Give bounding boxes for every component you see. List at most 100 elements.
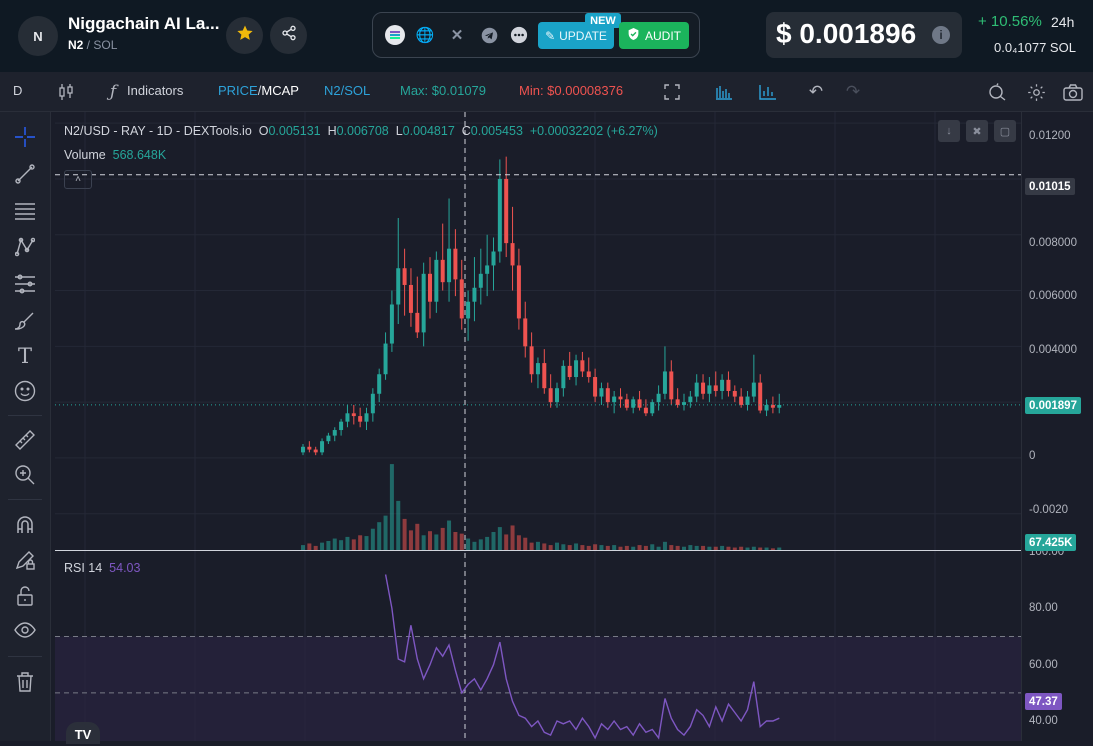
volume-bar [555,542,559,550]
magic-search-icon[interactable] [986,81,1008,103]
candle-body [656,393,661,403]
text-tool-icon[interactable]: T [17,344,32,368]
volume-bar [364,536,369,550]
price-chart-svg[interactable] [55,112,1021,746]
candle-body [307,446,312,450]
candle-body [485,265,490,274]
indicators-button[interactable]: Indicators [127,83,184,98]
max-price-label: Max: $0.01079 [400,83,487,98]
volume-bar [707,546,712,550]
volume-bar [739,546,744,550]
chevron-up-icon: ˄ [75,174,81,185]
unlock-icon[interactable] [12,583,38,609]
candle-body [428,273,432,302]
bars-chart-icon[interactable] [713,81,735,103]
volume-bar [358,535,363,550]
update-button[interactable]: ✎ UPDATE [538,22,614,49]
globe-icon[interactable]: 🌐 [415,27,435,44]
volume-bar [701,545,706,550]
tools-divider [8,499,42,500]
volume-bar [383,515,388,550]
settings-gear-icon[interactable] [1025,81,1047,103]
volume-bar [548,545,553,550]
pattern-icon[interactable] [12,234,38,260]
redo-icon[interactable]: ↷ [845,82,861,101]
function-icon: ƒ [109,82,117,102]
brush-icon[interactable] [12,308,38,334]
candle-body [682,402,686,405]
eye-icon[interactable] [12,617,38,643]
interval-selector[interactable]: D [13,83,23,98]
horizontal-lines-icon[interactable] [12,198,38,224]
volume-bar [726,546,731,550]
volume-bar [694,545,699,550]
volume-bar [459,533,464,550]
pencil-lock-icon[interactable] [12,547,38,573]
token-header: N Niggachain AI La... N2 / SOL 🌐 ✕ ✎ UPDA… [0,0,1093,72]
crosshair-icon[interactable] [12,124,38,150]
emoji-icon[interactable] [12,378,38,404]
candle-body [370,393,375,414]
pane-down-icon[interactable]: ↓ [938,120,960,142]
candle-type-icon[interactable] [55,81,77,103]
symbol-label: N2/USD - RAY - 1D - DEXTools.io [64,124,252,138]
more-links-icon[interactable] [509,25,529,45]
candle-body [701,382,706,394]
pane-collapse-icon[interactable]: ✖ [966,120,988,142]
candle-body [320,441,325,453]
volume-bar [313,545,318,550]
tradingview-logo-icon[interactable]: TV [66,722,100,744]
price-tick: -0.0020 [1029,504,1069,516]
solana-icon[interactable] [385,25,405,45]
price-tick: 0 [1029,450,1036,462]
collapse-legend-button[interactable]: ˄ [64,170,92,189]
info-icon[interactable]: i [932,26,950,44]
histogram-icon[interactable] [757,81,779,103]
ruler-icon[interactable] [12,427,38,453]
token-name[interactable]: Niggachain AI La... [68,14,220,33]
volume-bar [574,543,579,550]
favorite-button[interactable] [226,17,263,54]
mcap-option[interactable]: MCAP [261,83,299,98]
camera-icon[interactable] [1062,81,1084,103]
candle-body [396,268,401,305]
share-button[interactable] [270,17,307,54]
candle-body [618,396,623,400]
zoom-in-icon[interactable] [12,462,38,488]
candle-body [643,407,648,414]
volume-bar [720,545,725,550]
candle-body [631,399,636,408]
trend-line-icon[interactable] [12,161,38,187]
volume-bar [751,546,756,550]
volume-bar [491,532,496,550]
candle-body [408,284,413,313]
price-axis[interactable] [1021,112,1093,741]
volume-bar [631,546,636,550]
star-icon [236,24,254,47]
undo-icon[interactable]: ↶ [808,82,824,101]
volume-bar [415,523,420,550]
candle-body [669,371,674,400]
telegram-icon[interactable] [479,25,499,45]
trash-icon[interactable] [12,669,38,695]
fullscreen-icon[interactable] [661,81,683,103]
volume-bar [656,546,661,550]
volume-bar [345,536,350,550]
volume-bar [339,540,344,550]
chart-pane[interactable] [55,112,1021,746]
fib-tool-icon[interactable] [12,271,38,297]
pair-currency-toggle[interactable]: N2/SOL [324,83,371,98]
volume-bar [612,545,617,550]
magnet-icon[interactable] [12,512,38,538]
candle-body [599,388,604,397]
volume-legend: Volume 568.648K [64,148,166,162]
price-mcap-toggle[interactable]: PRICE/MCAP [218,83,299,98]
pane-maximize-icon[interactable]: ▢ [994,120,1016,142]
audit-button[interactable]: AUDIT [619,22,689,49]
volume-bar [599,545,604,550]
x-twitter-icon[interactable]: ✕ [450,27,464,44]
candle-body [707,385,712,394]
update-label: UPDATE [559,28,607,43]
current-price: $ 0.001896 [776,18,917,49]
price-option[interactable]: PRICE [218,83,258,98]
